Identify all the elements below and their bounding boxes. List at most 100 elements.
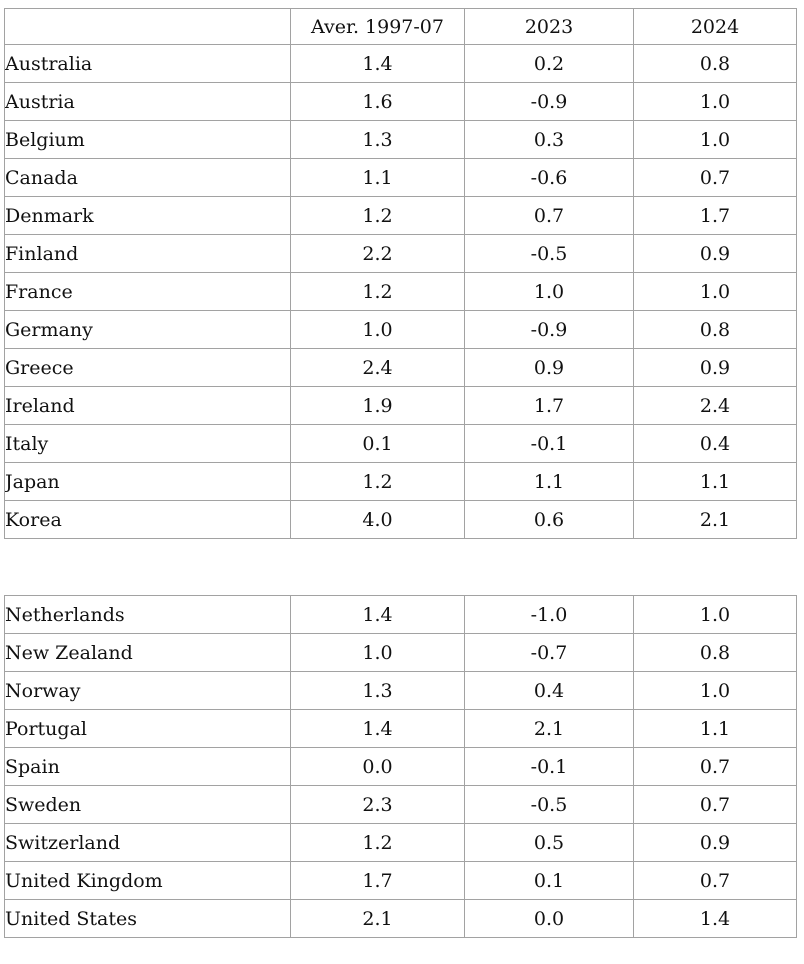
country-cell: Austria [4, 82, 291, 121]
country-cell: France [4, 272, 291, 311]
value-cell: 1.9 [290, 386, 465, 425]
value-cell: 1.1 [633, 462, 797, 501]
value-cell: 0.8 [633, 44, 797, 83]
table-row: Ireland 1.9 1.7 2.4 [4, 386, 797, 425]
country-cell: Switzerland [4, 823, 291, 862]
country-cell: Belgium [4, 120, 291, 159]
value-cell: 1.3 [290, 120, 465, 159]
table-row: Portugal 1.4 2.1 1.1 [4, 709, 797, 748]
value-cell: -0.5 [464, 785, 634, 824]
table-row: Germany 1.0 -0.9 0.8 [4, 310, 797, 349]
header-cell-country [4, 8, 291, 45]
table-row: Denmark 1.2 0.7 1.7 [4, 196, 797, 235]
value-cell: 1.0 [633, 120, 797, 159]
value-cell: 1.0 [633, 595, 797, 634]
value-cell: 0.8 [633, 633, 797, 672]
country-cell: Korea [4, 500, 291, 539]
value-cell: 1.7 [290, 861, 465, 900]
value-cell: 1.2 [290, 272, 465, 311]
value-cell: 4.0 [290, 500, 465, 539]
value-cell: 2.1 [290, 899, 465, 938]
value-cell: -1.0 [464, 595, 634, 634]
value-cell: 0.7 [633, 747, 797, 786]
country-cell: Finland [4, 234, 291, 273]
country-cell: New Zealand [4, 633, 291, 672]
value-cell: 2.1 [633, 500, 797, 539]
value-cell: 0.0 [290, 747, 465, 786]
country-cell: Italy [4, 424, 291, 463]
value-cell: 2.2 [290, 234, 465, 273]
country-cell: Australia [4, 44, 291, 83]
table-row: Spain 0.0 -0.1 0.7 [4, 747, 797, 786]
value-cell: 1.4 [633, 899, 797, 938]
value-cell: 0.4 [464, 671, 634, 710]
value-cell: -0.1 [464, 747, 634, 786]
table-row: Korea 4.0 0.6 2.1 [4, 500, 797, 539]
table-row: Netherlands 1.4 -1.0 1.0 [4, 595, 797, 634]
table-row: Finland 2.2 -0.5 0.9 [4, 234, 797, 273]
value-cell: 2.1 [464, 709, 634, 748]
value-cell: 2.3 [290, 785, 465, 824]
value-cell: -0.1 [464, 424, 634, 463]
header-cell-2024: 2024 [633, 8, 797, 45]
table-row: Sweden 2.3 -0.5 0.7 [4, 785, 797, 824]
value-cell: 0.9 [633, 823, 797, 862]
value-cell: 1.4 [290, 709, 465, 748]
value-cell: 1.1 [464, 462, 634, 501]
value-cell: 1.0 [464, 272, 634, 311]
table-row: Switzerland 1.2 0.5 0.9 [4, 823, 797, 862]
table-row: France 1.2 1.0 1.0 [4, 272, 797, 311]
value-cell: -0.9 [464, 310, 634, 349]
value-cell: 0.4 [633, 424, 797, 463]
value-cell: 0.1 [464, 861, 634, 900]
table-row: Norway 1.3 0.4 1.0 [4, 671, 797, 710]
country-cell: Ireland [4, 386, 291, 425]
table-row: Belgium 1.3 0.3 1.0 [4, 120, 797, 159]
value-cell: -0.7 [464, 633, 634, 672]
value-cell: 0.9 [633, 234, 797, 273]
value-cell: 2.4 [290, 348, 465, 387]
value-cell: 1.4 [290, 44, 465, 83]
value-cell: 1.0 [633, 671, 797, 710]
table-row: Austria 1.6 -0.9 1.0 [4, 82, 797, 121]
value-cell: 1.1 [290, 158, 465, 197]
value-cell: 1.0 [633, 82, 797, 121]
country-cell: Norway [4, 671, 291, 710]
country-cell: Spain [4, 747, 291, 786]
country-cell: Sweden [4, 785, 291, 824]
value-cell: 1.3 [290, 671, 465, 710]
table-row: Italy 0.1 -0.1 0.4 [4, 424, 797, 463]
table-row: Greece 2.4 0.9 0.9 [4, 348, 797, 387]
value-cell: 0.7 [633, 861, 797, 900]
value-cell: -0.6 [464, 158, 634, 197]
value-cell: 1.0 [633, 272, 797, 311]
value-cell: 0.9 [633, 348, 797, 387]
value-cell: 0.0 [464, 899, 634, 938]
header-cell-average-1997-07: Aver. 1997-07 [290, 8, 465, 45]
country-cell: Japan [4, 462, 291, 501]
value-cell: 1.6 [290, 82, 465, 121]
value-cell: 0.3 [464, 120, 634, 159]
table-body-upper: Australia 1.4 0.2 0.8 Austria 1.6 -0.9 1.0 Belgi… [4, 44, 797, 539]
value-cell: 0.7 [464, 196, 634, 235]
value-cell: 1.4 [290, 595, 465, 634]
table-row: United Kingdom 1.7 0.1 0.7 [4, 861, 797, 900]
value-cell: 0.8 [633, 310, 797, 349]
value-cell: 1.2 [290, 462, 465, 501]
value-cell: 0.9 [464, 348, 634, 387]
table-row: United States 2.1 0.0 1.4 [4, 899, 797, 938]
country-cell: Canada [4, 158, 291, 197]
country-cell: United States [4, 899, 291, 938]
table-row: Australia 1.4 0.2 0.8 [4, 44, 797, 83]
value-cell: 0.1 [290, 424, 465, 463]
value-cell: 1.0 [290, 633, 465, 672]
value-cell: 0.6 [464, 500, 634, 539]
value-cell: -0.9 [464, 82, 634, 121]
growth-table-upper: Aver. 1997-07 2023 2024 Australia 1.4 0.2 0… [4, 8, 797, 539]
value-cell: 1.7 [633, 196, 797, 235]
table-row: Japan 1.2 1.1 1.1 [4, 462, 797, 501]
header-cell-2023: 2023 [464, 8, 634, 45]
country-cell: Germany [4, 310, 291, 349]
country-cell: Portugal [4, 709, 291, 748]
